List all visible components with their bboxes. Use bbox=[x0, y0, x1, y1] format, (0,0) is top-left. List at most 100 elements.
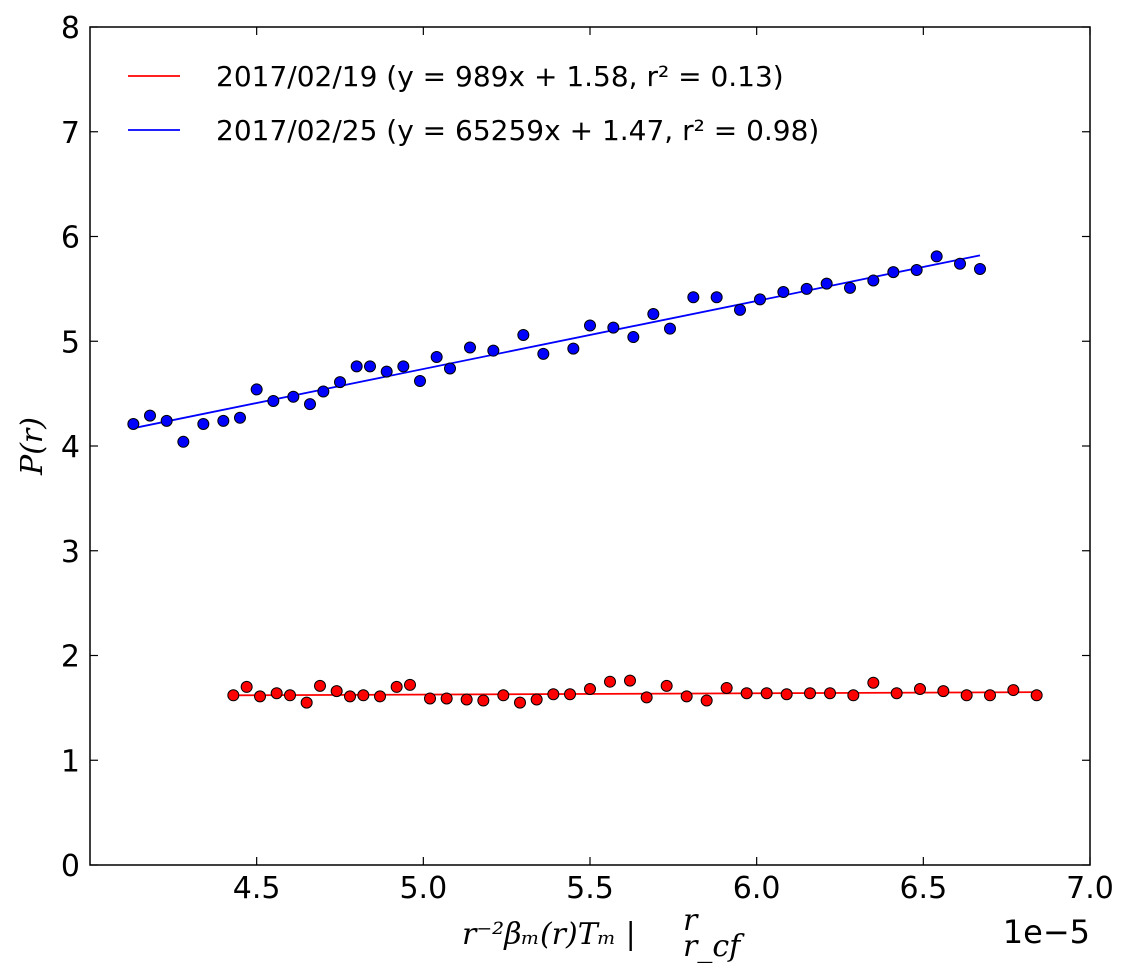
y-tick-label: 2 bbox=[61, 640, 80, 675]
series-2 bbox=[127, 250, 986, 448]
series-2-point-1 bbox=[127, 418, 140, 431]
series-1-point-11 bbox=[374, 690, 386, 703]
series-1-point-5 bbox=[284, 689, 296, 702]
series-2-point-18 bbox=[414, 375, 426, 388]
series-1-point-22 bbox=[564, 688, 576, 701]
y-tick-label: 6 bbox=[61, 221, 80, 256]
series-1-point-15 bbox=[440, 692, 453, 705]
x-tick-label: 6.0 bbox=[733, 871, 781, 906]
x-axis-label: r⁻²βₘ(r)Tₘ | bbox=[462, 917, 636, 952]
series-2-point-39 bbox=[867, 274, 880, 287]
series-1-point-30 bbox=[720, 681, 733, 694]
series-1-point-39 bbox=[914, 683, 926, 696]
series-1-point-3 bbox=[254, 690, 266, 703]
series-2-point-44 bbox=[974, 262, 986, 275]
x-tick-label: 5.5 bbox=[566, 871, 614, 906]
series-2-point-8 bbox=[250, 383, 263, 396]
legend: 2017/02/19 (y = 989x + 1.58, r² = 0.13) 2… bbox=[128, 60, 819, 147]
series-1-point-20 bbox=[530, 693, 543, 706]
series-2-point-27 bbox=[607, 321, 620, 334]
series-2-point-3 bbox=[160, 414, 173, 427]
series-2-point-33 bbox=[734, 303, 746, 316]
series-1-point-28 bbox=[680, 690, 693, 703]
y-tick-label: 3 bbox=[61, 535, 80, 570]
series-1-point-32 bbox=[760, 687, 773, 700]
series-1-point-7 bbox=[314, 679, 326, 692]
series-1-point-12 bbox=[390, 680, 403, 693]
series-2-point-4 bbox=[177, 435, 190, 448]
series-2-point-26 bbox=[584, 319, 596, 332]
series-1-point-44 bbox=[1030, 689, 1043, 702]
series-1-point-26 bbox=[640, 691, 653, 704]
series-1-point-16 bbox=[460, 693, 473, 706]
series-1-point-19 bbox=[514, 696, 526, 709]
y-tick-label: 1 bbox=[61, 744, 80, 779]
series-2-point-30 bbox=[664, 322, 676, 335]
series-1-point-2 bbox=[240, 680, 253, 693]
series-2-point-6 bbox=[217, 414, 230, 427]
series-1-point-21 bbox=[547, 688, 560, 701]
x-axis-label-main: r⁻²βₘ(r)Tₘ | bbox=[462, 917, 636, 952]
series-1-point-8 bbox=[330, 685, 343, 698]
y-tick-label: 5 bbox=[61, 325, 80, 360]
series-2-point-9 bbox=[267, 394, 280, 407]
series-2-point-40 bbox=[887, 266, 900, 279]
series-1-point-35 bbox=[824, 687, 836, 700]
data-marks bbox=[127, 250, 1043, 709]
series-2-point-7 bbox=[234, 411, 246, 424]
series-1-point-27 bbox=[660, 679, 673, 692]
series-2-point-25 bbox=[567, 342, 580, 355]
series-1-point-25 bbox=[624, 674, 636, 687]
series-2-point-29 bbox=[647, 308, 660, 321]
y-tick-label: 0 bbox=[61, 849, 80, 884]
series-1-point-9 bbox=[344, 690, 356, 703]
series-1-point-43 bbox=[1007, 684, 1020, 697]
series-1-point-42 bbox=[984, 689, 996, 702]
legend-label-1: 2017/02/19 (y = 989x + 1.58, r² = 0.13) bbox=[216, 60, 784, 93]
series-1-point-36 bbox=[847, 689, 860, 702]
series-1-point-40 bbox=[937, 685, 950, 698]
series-1-point-18 bbox=[497, 689, 510, 702]
series-2-point-12 bbox=[317, 385, 330, 398]
series-1-point-34 bbox=[804, 687, 816, 700]
series-1-point-31 bbox=[740, 687, 753, 700]
series-2-point-41 bbox=[910, 264, 923, 277]
x-axis-label-sub: r_cf bbox=[683, 929, 745, 964]
x-axis-ticks: 4.5 5.0 5.5 6.0 6.5 7.0 bbox=[233, 27, 1114, 906]
series-2-point-11 bbox=[304, 398, 316, 411]
series-2-point-34 bbox=[754, 293, 766, 306]
series-2-point-5 bbox=[197, 418, 210, 431]
y-tick-label: 7 bbox=[61, 116, 80, 151]
series-2-point-28 bbox=[627, 331, 640, 344]
series-2-point-38 bbox=[844, 281, 856, 294]
series-1-point-38 bbox=[890, 687, 903, 700]
series-2-point-10 bbox=[287, 390, 300, 403]
series-1-point-17 bbox=[477, 694, 490, 707]
series-1-point-37 bbox=[867, 676, 880, 689]
series-2-point-16 bbox=[380, 365, 393, 378]
series-2-point-43 bbox=[954, 257, 966, 270]
x-offset-label: 1e−5 bbox=[1003, 913, 1090, 951]
series-1 bbox=[227, 674, 1043, 709]
series-2-point-20 bbox=[444, 362, 456, 375]
y-axis-ticks: 0 1 2 3 4 5 6 7 8 bbox=[61, 11, 1090, 884]
y-axis-label: P(r) bbox=[15, 417, 50, 476]
series-2-point-35 bbox=[777, 286, 790, 299]
series-1-point-23 bbox=[584, 683, 596, 696]
series-1-point-10 bbox=[357, 689, 370, 702]
series-2-point-37 bbox=[820, 277, 833, 290]
series-2-point-23 bbox=[517, 328, 530, 341]
legend-label-2: 2017/02/25 (y = 65259x + 1.47, r² = 0.98… bbox=[216, 114, 819, 147]
series-2-point-21 bbox=[464, 341, 476, 354]
x-axis-label-sup: r bbox=[683, 903, 699, 938]
plot-background bbox=[90, 27, 1090, 865]
y-tick-label: 8 bbox=[61, 11, 80, 46]
series-2-point-42 bbox=[930, 250, 943, 263]
series-2-point-14 bbox=[350, 360, 363, 373]
x-tick-label: 5.0 bbox=[399, 871, 447, 906]
series-1-point-24 bbox=[604, 675, 616, 688]
x-tick-label: 7.0 bbox=[1066, 871, 1114, 906]
series-1-point-1 bbox=[227, 689, 240, 702]
series-2-point-15 bbox=[364, 360, 376, 373]
